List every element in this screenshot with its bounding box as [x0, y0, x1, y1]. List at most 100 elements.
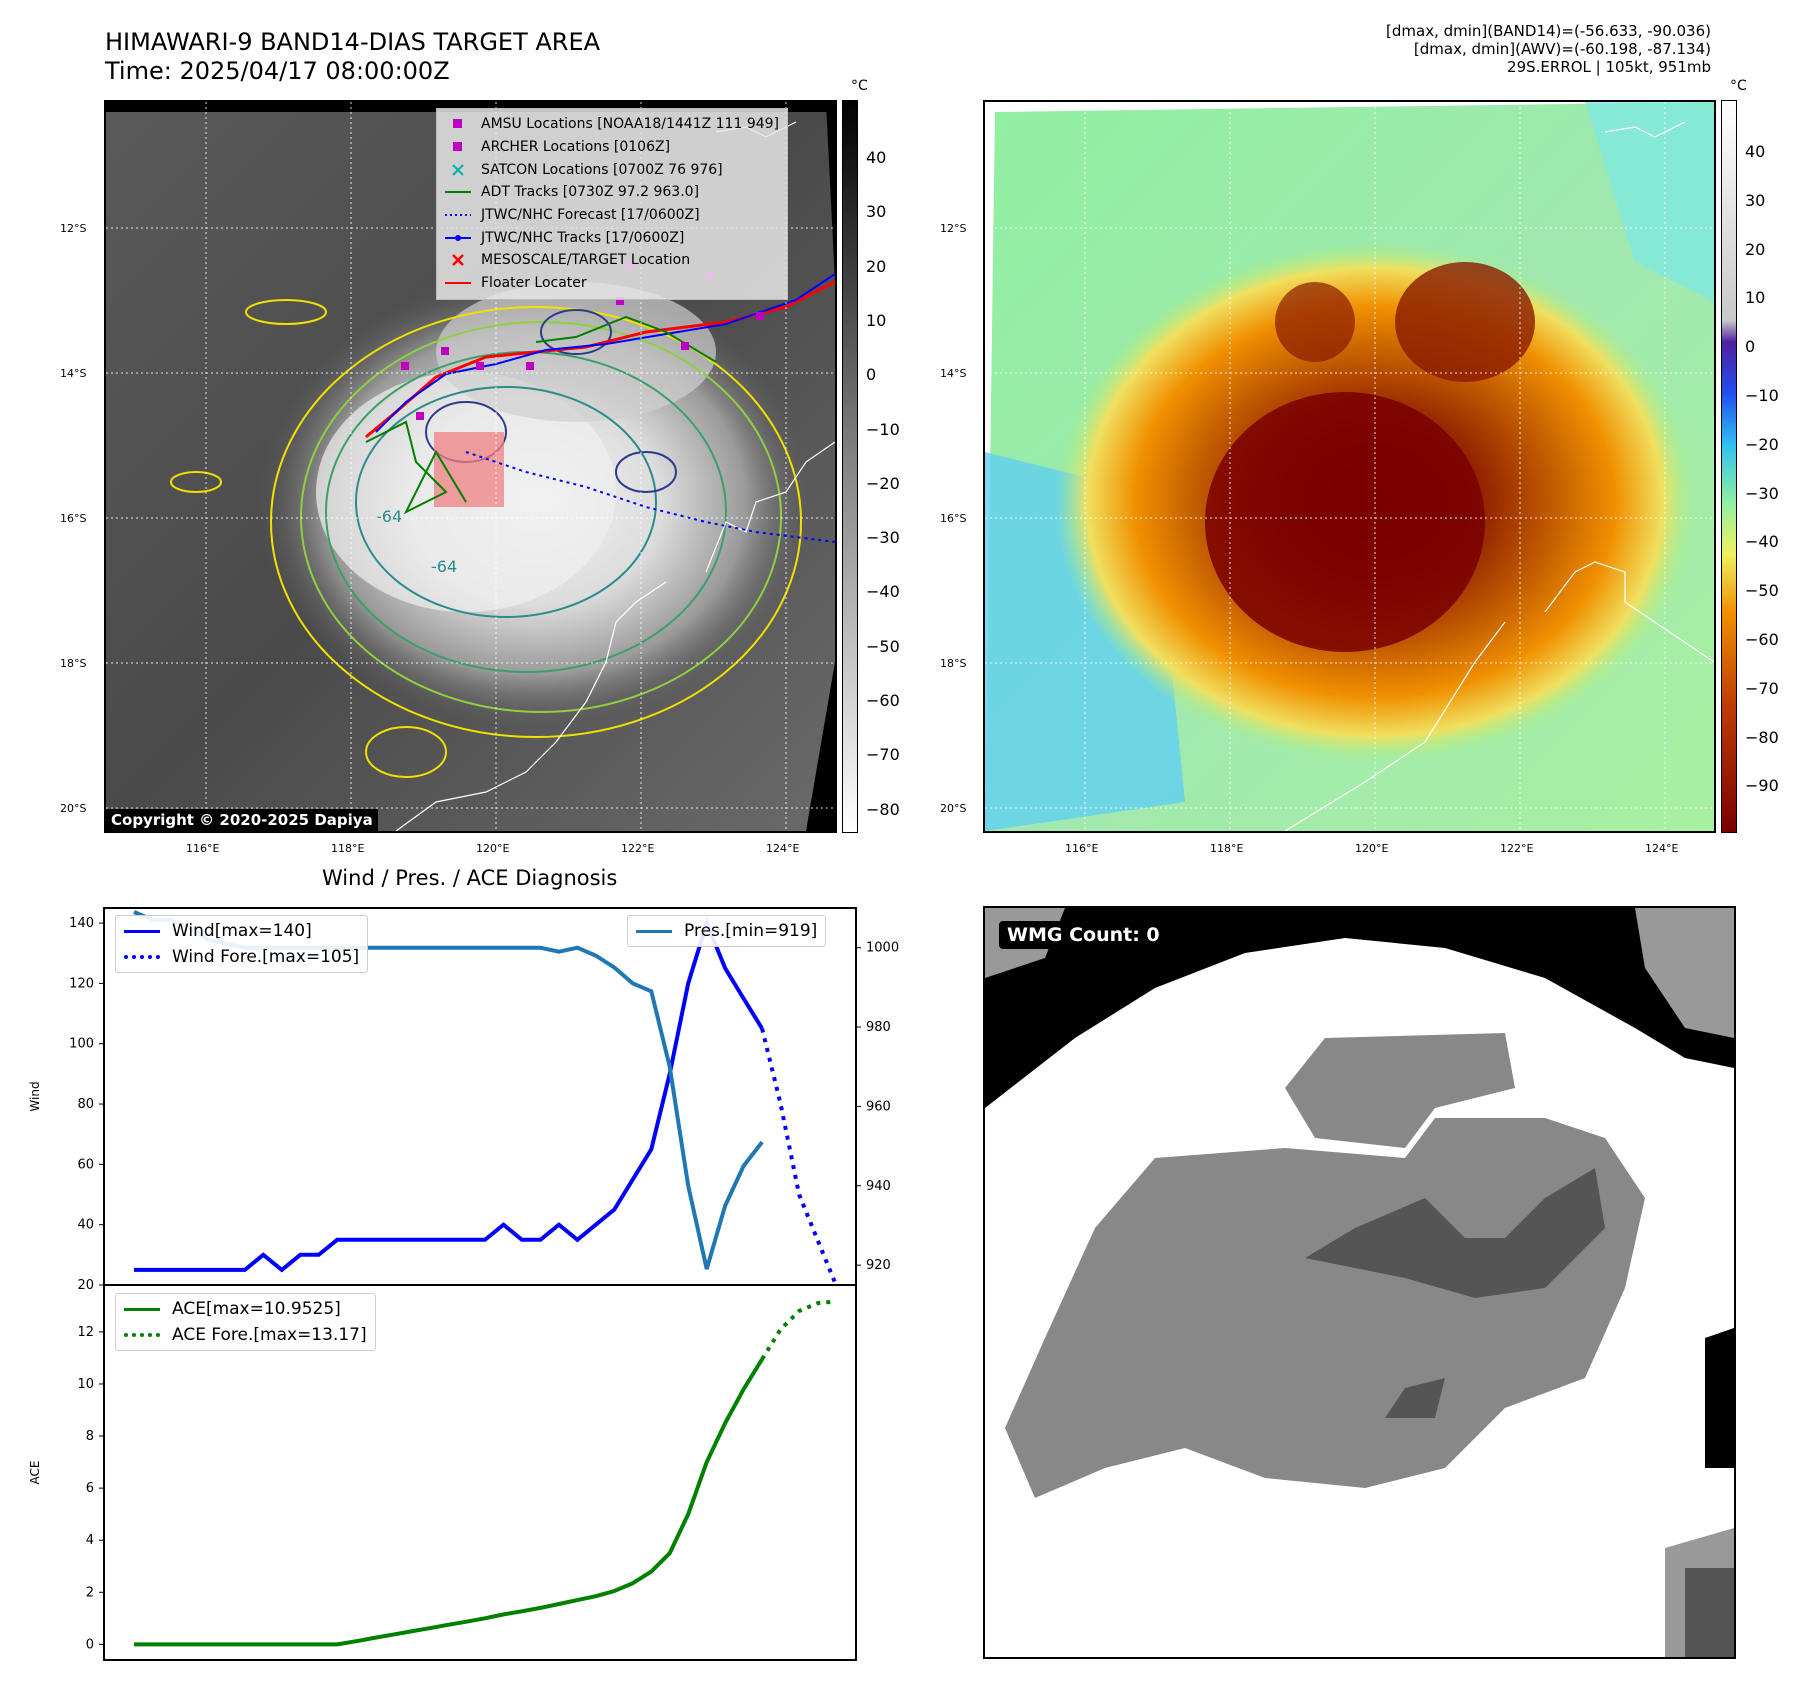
- legend-item: MESOSCALE/TARGET Location: [445, 249, 779, 272]
- lon-tick: 118°E: [1210, 842, 1244, 855]
- title-line-2: Time: 2025/04/17 08:00:00Z: [105, 57, 450, 85]
- wmg-image: [985, 908, 1734, 1657]
- lat-tick: 20°S: [60, 802, 87, 815]
- target-box: [434, 432, 504, 507]
- colorbar-tick-label: 30: [866, 202, 887, 222]
- y-tick-label: 4: [86, 1533, 94, 1548]
- y-axis-label: Wind: [28, 1081, 42, 1111]
- legend-item: ACE Fore.[max=13.17]: [124, 1322, 367, 1348]
- lon-tick: 124°E: [766, 842, 800, 855]
- y-tick-label: 0: [86, 1637, 94, 1652]
- y-tick-label: 2: [86, 1585, 94, 1600]
- y-tick-label: 6: [86, 1481, 94, 1496]
- legend-item: ARCHER Locations [0106Z]: [445, 136, 779, 159]
- lon-tick: 122°E: [621, 842, 655, 855]
- y-tick-label: 60: [77, 1157, 94, 1172]
- ace-legend: ACE[max=10.9525] ACE Fore.[max=13.17]: [115, 1293, 376, 1351]
- wmg-panel: WMG Count: 0: [983, 906, 1736, 1659]
- y-right-tick-label: 980: [866, 1020, 891, 1035]
- colorbar-tick-label: 0: [1745, 337, 1756, 357]
- y-right-tick-label: 960: [866, 1099, 891, 1114]
- lat-tick: 18°S: [60, 657, 87, 670]
- contour-label: -64: [376, 507, 402, 526]
- colorbar-tick-label: 20: [866, 256, 887, 276]
- legend-item: JTWC/NHC Tracks [17/0600Z]: [445, 226, 779, 249]
- y-tick-label: 8: [86, 1429, 94, 1444]
- legend-item: Floater Locater: [445, 275, 587, 292]
- info-line-1: [dmax, dmin](BAND14)=(-56.633, -90.036): [1386, 22, 1711, 40]
- colorbar-tick-label: 10: [866, 310, 887, 330]
- colorbar-tick-label: −90: [1745, 776, 1779, 796]
- diagnosis-title: Wind / Pres. / ACE Diagnosis: [322, 866, 618, 890]
- info-line-2: [dmax, dmin](AWV)=(-60.198, -87.134): [1413, 40, 1711, 58]
- lat-tick: 14°S: [60, 367, 87, 380]
- y-tick-label: 40: [77, 1218, 94, 1233]
- title-line-1: HIMAWARI-9 BAND14-DIAS TARGET AREA: [105, 28, 601, 56]
- y-tick-label: 12: [77, 1325, 94, 1340]
- colorbar-tick-label: 40: [1745, 142, 1766, 161]
- colorbar-tick-label: −80: [866, 799, 900, 819]
- contour-label: -64: [431, 557, 457, 576]
- lon-tick: 116°E: [186, 842, 220, 855]
- lon-tick: 116°E: [1065, 842, 1099, 855]
- color-colorbar: [1721, 100, 1737, 833]
- info-line-3: 29S.ERROL | 105kt, 951mb: [1507, 58, 1711, 76]
- pressure-legend: Pres.[min=919]: [627, 915, 827, 947]
- colorbar-tick-label: −40: [866, 582, 900, 602]
- wind-legend: Wind[max=140] Wind Fore.[max=105]: [115, 915, 369, 973]
- colorbar-tick-label: −70: [1745, 678, 1779, 698]
- band14-gray-map: -64 -64 Copyright © 2020-2025: [104, 100, 837, 833]
- colorbar-tick-label: −50: [866, 636, 900, 656]
- y-right-tick-label: 940: [866, 1179, 891, 1194]
- colorbar-tick-label: −40: [1745, 532, 1779, 552]
- y-tick-label: 10: [77, 1377, 94, 1392]
- lon-tick: 124°E: [1645, 842, 1679, 855]
- lon-tick: 122°E: [1500, 842, 1534, 855]
- y-right-tick-label: 920: [866, 1258, 891, 1273]
- colorbar-tick-label: 10: [1745, 288, 1766, 308]
- wmg-count-label: WMG Count: 0: [999, 921, 1168, 949]
- legend-item: ACE[max=10.9525]: [124, 1296, 367, 1322]
- legend-item: Wind[max=140]: [124, 918, 359, 944]
- colorbar-tick-label: −70: [866, 745, 900, 765]
- lat-tick: 16°S: [940, 512, 967, 525]
- legend-item: ADT Tracks [0730Z 97.2 963.0]: [445, 184, 700, 201]
- y-tick-label: 80: [77, 1097, 94, 1112]
- colorbar-unit: °C: [1730, 78, 1747, 94]
- lon-tick: 120°E: [1355, 842, 1389, 855]
- gray-colorbar: [842, 100, 858, 833]
- y-tick-label: 120: [69, 976, 94, 991]
- y-tick-label: 100: [69, 1037, 94, 1052]
- colorbar-tick-label: −20: [1745, 434, 1779, 454]
- colorbar-tick-label: −60: [1745, 630, 1779, 649]
- series-line: [134, 917, 764, 1273]
- colorbar-tick-label: −20: [866, 473, 900, 493]
- colorbar-tick-label: −10: [1745, 386, 1779, 405]
- legend-item: Pres.[min=919]: [636, 918, 817, 944]
- colorbar-tick-label: 0: [866, 365, 877, 385]
- colorbar-tick-label: −80: [1745, 727, 1779, 747]
- lon-tick: 118°E: [331, 842, 365, 855]
- lat-tick: 16°S: [60, 512, 87, 525]
- lat-tick: 12°S: [940, 222, 967, 235]
- legend-item: JTWC/NHC Forecast [17/0600Z]: [445, 207, 700, 224]
- y-right-tick-label: 1000: [866, 941, 899, 956]
- lat-tick: 12°S: [60, 222, 87, 235]
- map-legend: AMSU Locations [NOAA18/1441Z 111 949] AR…: [436, 108, 789, 300]
- colorbar-tick-label: −50: [1745, 581, 1779, 601]
- y-tick-label: 140: [69, 916, 94, 931]
- colorbar-tick-label: 30: [1745, 190, 1766, 210]
- copyright-label: Copyright © 2020-2025 Dapiya: [106, 809, 378, 831]
- colorbar-tick-label: −60: [866, 691, 900, 710]
- series-line: [760, 1028, 838, 1286]
- series-line: [760, 1299, 837, 1361]
- lon-tick: 120°E: [476, 842, 510, 855]
- colorbar-tick-label: −10: [866, 419, 900, 439]
- color-map-image: [985, 102, 1714, 831]
- series-line: [134, 1358, 764, 1647]
- colorbar-tick-label: −30: [1745, 483, 1779, 503]
- awv-color-map: [983, 100, 1716, 833]
- colorbar-tick-label: 40: [866, 148, 887, 167]
- lat-tick: 20°S: [940, 802, 967, 815]
- colorbar-unit: °C: [851, 78, 868, 94]
